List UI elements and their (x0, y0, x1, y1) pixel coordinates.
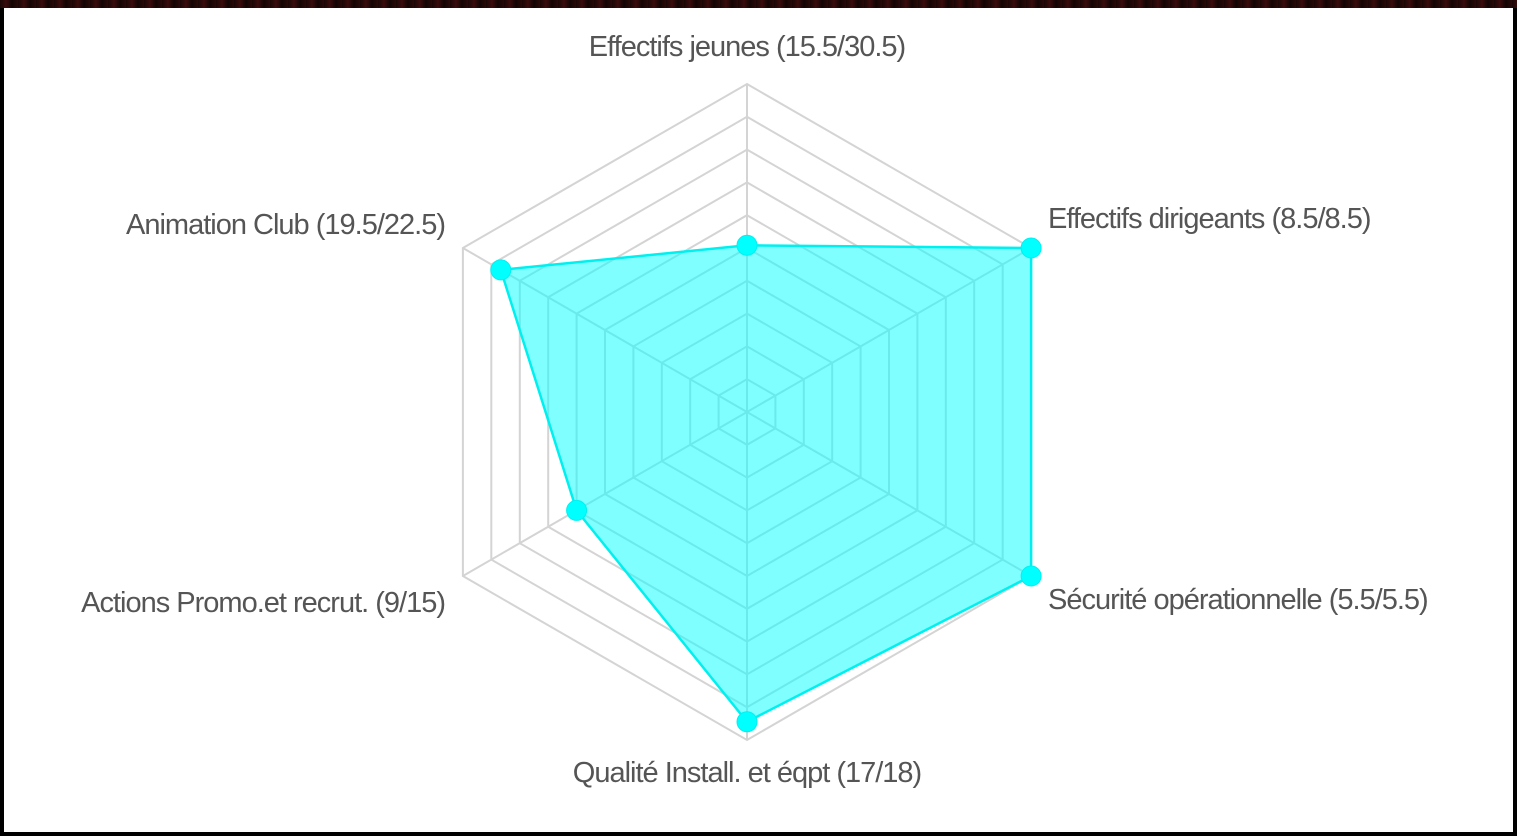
data-point[interactable] (736, 234, 758, 256)
data-point[interactable] (566, 499, 588, 521)
data-point[interactable] (490, 259, 512, 281)
data-point[interactable] (1020, 565, 1042, 587)
axis-label-effectifs-dirigeants: Effectifs dirigeants (8.5/8.5) (1048, 203, 1370, 235)
radar-series (490, 234, 1042, 733)
axis-label-effectifs-jeunes: Effectifs jeunes (15.5/30.5) (589, 31, 905, 63)
axis-label-animation-club: Animation Club (19.5/22.5) (126, 209, 445, 241)
chart-canvas: Effectifs jeunes (15.5/30.5) Effectifs d… (4, 8, 1513, 832)
axis-label-qualite-install: Qualité Install. et éqpt (17/18) (573, 757, 921, 789)
axis-labels: Effectifs jeunes (15.5/30.5) Effectifs d… (81, 31, 1429, 789)
data-point[interactable] (1020, 237, 1042, 259)
axis-label-securite-operationnelle: Sécurité opérationnelle (5.5/5.5) (1048, 584, 1428, 616)
top-border-strip (0, 0, 1517, 8)
series-area (499, 244, 1033, 724)
axis-label-actions-promo: Actions Promo.et recrut. (9/15) (81, 587, 445, 619)
radar-chart: Effectifs jeunes (15.5/30.5) Effectifs d… (81, 31, 1429, 789)
data-point[interactable] (736, 711, 758, 733)
